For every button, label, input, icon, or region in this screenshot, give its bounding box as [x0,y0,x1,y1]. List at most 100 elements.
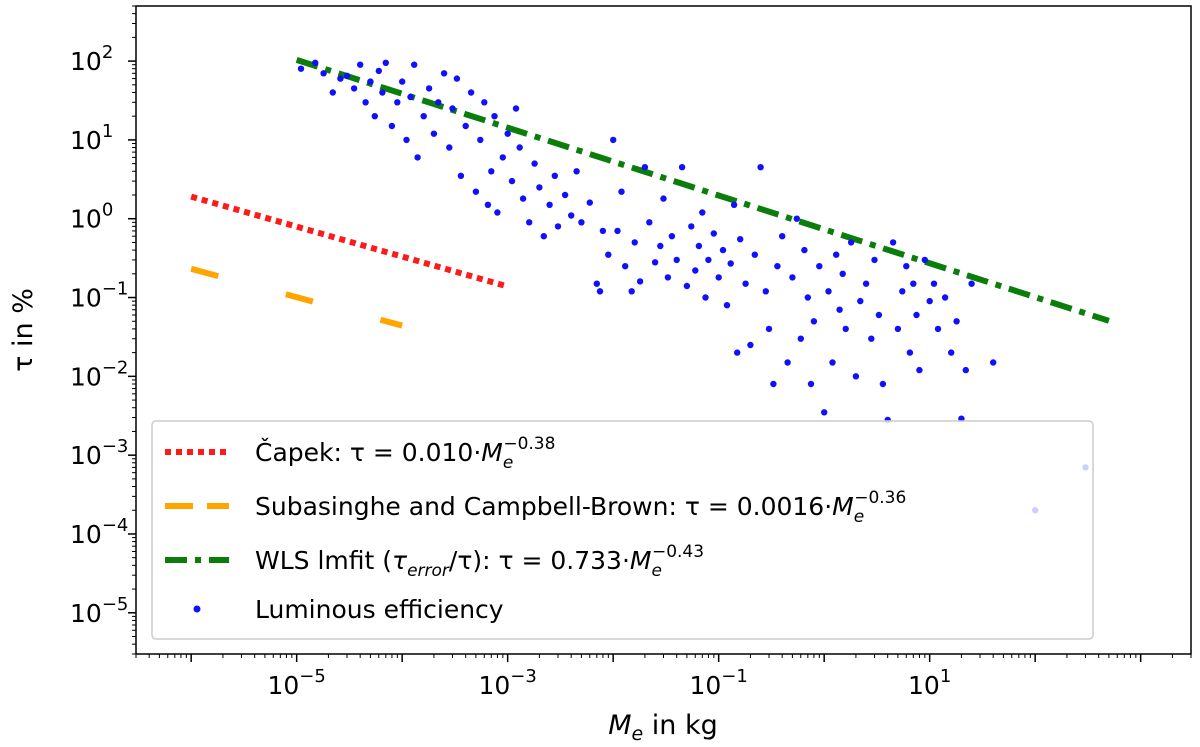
scatter-point [508,177,516,185]
scatter-point [622,263,629,270]
scatter-point [910,280,917,287]
scatter-point [546,201,553,208]
scatter-point [430,130,438,137]
legend-label-scatter: Luminous efficiency [255,595,504,624]
scatter-point [779,233,786,240]
scatter-point [551,172,558,179]
scatter-point [568,212,575,219]
scatter-point [852,373,860,380]
scatter-point [948,349,955,356]
y-tick-label: 102 [70,42,113,76]
scatter-point [312,59,319,66]
scatter-point [457,172,465,179]
scatter-points [297,59,1089,514]
y-tick-label: 10−4 [70,515,128,549]
model-lines [190,57,1110,329]
scatter-point [420,113,427,120]
scatter-point [578,219,585,226]
scatter-point [357,61,364,68]
y-tick-label: 101 [70,121,113,155]
scatter-point [801,246,808,254]
scatter-point [836,306,843,313]
scatter-point [829,359,836,366]
scatter-point [807,380,815,388]
scatter-point [519,195,527,202]
scatter-point [651,259,659,266]
scatter-point [462,122,469,130]
line-capek [190,193,509,290]
scatter-point [699,209,706,216]
scatter-point [375,67,382,75]
scatter-point [757,164,764,171]
x-tick-label: 101 [908,666,951,700]
scatter-point [664,274,672,281]
scatter-point [953,318,960,325]
scatter-point [705,256,712,264]
scatter-point [730,201,738,208]
scatter-point [516,144,523,151]
scatter-point [899,288,906,295]
scatter-point [765,325,773,333]
scatter-point [727,260,734,267]
scatter-point [879,380,887,388]
scatter-point [847,239,855,246]
scatter-point [350,85,358,92]
scatter-point [804,294,811,301]
scatter-point [512,105,520,112]
x-tick-label: 10−1 [689,666,747,700]
scatter-point [596,288,604,295]
scatter-point [440,70,448,77]
scatter-point [382,59,389,66]
legend-label-capek: Čapek: τ = 0.010·Me−0.38 [255,434,555,473]
scatter-point [599,227,607,235]
scatter-point [371,113,378,120]
scatter-point [367,78,374,85]
scatter-point [941,294,949,301]
scatter-point [668,233,676,240]
scatter-point [636,278,644,285]
scatter-point [784,359,791,366]
scatter-point [399,78,406,85]
scatter-point [573,168,580,175]
scatter-point [797,335,804,342]
scatter-point [554,223,562,230]
scatter-point [889,239,897,246]
scatter-point [810,318,818,325]
scatter-point [646,219,653,226]
scatter-point [411,61,418,68]
scatter-point [723,302,731,309]
scatter-point [531,160,538,167]
scatter-point [593,280,600,287]
scatter-point [631,239,638,246]
scatter-point [329,89,336,96]
scatter-point [394,99,401,106]
scatter-point [673,256,680,264]
scatter-point [660,195,667,202]
scatter-point [695,242,703,250]
line-subasinghe [190,265,403,329]
y-tick-label: 100 [70,200,113,234]
y-tick-label: 10−3 [70,436,128,470]
legend-box [151,420,1094,640]
x-tick-label: 10−5 [267,666,325,700]
scatter-point [484,201,492,208]
scatter-point [688,223,695,230]
scatter-point [774,263,781,270]
scatter-point [343,72,351,80]
scatter-point [862,280,870,287]
scatter-point [903,263,910,270]
scatter-point [868,335,875,342]
scatter-point [536,184,543,191]
scatter-point [472,188,480,195]
scatter-point [906,349,914,356]
legend-swatch-scatter [193,605,201,613]
scatter-point [605,251,612,258]
scatter-point [968,280,975,287]
scatter-point [467,89,475,96]
legend-label-wls: WLS lmfit (τerror/τ): τ = 0.733·Me−0.43 [255,542,704,581]
scatter-point [477,136,484,144]
y-tick-label: 10−2 [70,357,128,391]
scatter-point [747,341,754,349]
scatter-point [916,366,923,374]
scatter-point [297,65,305,72]
